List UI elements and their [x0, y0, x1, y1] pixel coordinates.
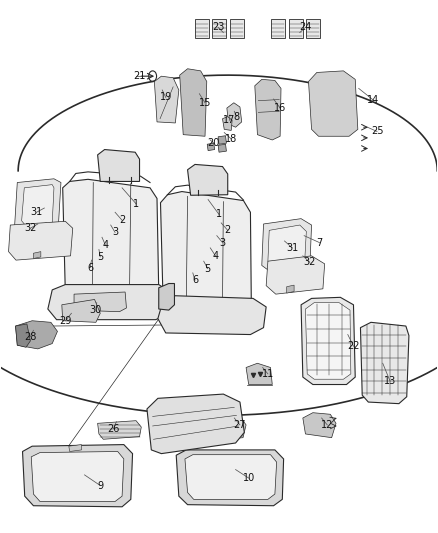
Text: 28: 28: [24, 332, 36, 342]
Polygon shape: [212, 19, 226, 38]
Text: 27: 27: [234, 420, 246, 430]
Text: 19: 19: [159, 92, 172, 102]
Polygon shape: [289, 19, 303, 38]
Text: 7: 7: [316, 238, 322, 247]
Polygon shape: [63, 179, 159, 298]
Polygon shape: [154, 76, 179, 123]
Ellipse shape: [230, 109, 238, 121]
Polygon shape: [262, 219, 311, 272]
Polygon shape: [14, 179, 61, 230]
Polygon shape: [185, 455, 277, 499]
Polygon shape: [305, 303, 351, 379]
Text: 9: 9: [97, 481, 103, 490]
Polygon shape: [33, 252, 41, 259]
Polygon shape: [15, 324, 30, 348]
Polygon shape: [303, 413, 336, 438]
Polygon shape: [22, 445, 133, 507]
Text: 8: 8: [233, 111, 240, 122]
Text: 5: 5: [97, 252, 103, 262]
Polygon shape: [31, 451, 124, 502]
Text: 6: 6: [192, 276, 198, 285]
Polygon shape: [218, 144, 226, 152]
Text: 18: 18: [225, 134, 237, 144]
Polygon shape: [21, 184, 54, 226]
Polygon shape: [306, 19, 320, 38]
Polygon shape: [268, 225, 306, 268]
Text: 20: 20: [208, 138, 220, 148]
Polygon shape: [195, 19, 209, 38]
Ellipse shape: [322, 88, 342, 117]
Text: 3: 3: [112, 228, 118, 238]
Polygon shape: [176, 450, 284, 506]
Text: 26: 26: [107, 424, 120, 434]
Polygon shape: [308, 71, 358, 136]
Text: 29: 29: [59, 316, 71, 326]
Polygon shape: [230, 19, 244, 38]
Polygon shape: [15, 321, 57, 349]
Polygon shape: [62, 300, 100, 322]
Text: 13: 13: [384, 376, 396, 386]
Text: 15: 15: [199, 98, 211, 108]
Text: 5: 5: [205, 264, 211, 273]
Text: 3: 3: [219, 238, 226, 247]
Polygon shape: [187, 165, 228, 195]
Text: 23: 23: [212, 22, 224, 33]
Polygon shape: [41, 223, 46, 229]
Text: 25: 25: [371, 126, 383, 136]
Ellipse shape: [325, 94, 338, 112]
Text: 22: 22: [347, 341, 360, 351]
Polygon shape: [255, 79, 281, 140]
Polygon shape: [69, 445, 81, 451]
Polygon shape: [287, 285, 294, 293]
Polygon shape: [98, 150, 140, 181]
Polygon shape: [301, 297, 355, 384]
Text: 6: 6: [87, 263, 93, 272]
Text: 4: 4: [102, 240, 109, 250]
Polygon shape: [360, 322, 409, 403]
Polygon shape: [202, 416, 246, 441]
Text: 2: 2: [119, 215, 125, 225]
Text: 10: 10: [243, 473, 255, 483]
Polygon shape: [180, 69, 207, 136]
Text: 1: 1: [133, 199, 139, 209]
Text: 14: 14: [367, 94, 379, 104]
Text: 21: 21: [133, 71, 146, 81]
Text: 2: 2: [225, 225, 231, 236]
Polygon shape: [207, 143, 215, 151]
Polygon shape: [98, 421, 141, 439]
Text: 32: 32: [304, 257, 316, 267]
Polygon shape: [272, 19, 286, 38]
Polygon shape: [160, 191, 251, 309]
Text: 4: 4: [212, 251, 219, 261]
Text: 24: 24: [299, 22, 311, 33]
Polygon shape: [283, 263, 289, 271]
Polygon shape: [227, 103, 242, 127]
Polygon shape: [48, 285, 172, 320]
Text: 31: 31: [30, 207, 42, 217]
Polygon shape: [159, 284, 174, 310]
Text: 32: 32: [24, 223, 36, 233]
Polygon shape: [218, 136, 226, 144]
Polygon shape: [74, 292, 127, 312]
Text: 16: 16: [274, 103, 286, 113]
Polygon shape: [266, 256, 325, 294]
Text: 1: 1: [216, 209, 222, 220]
Text: 11: 11: [262, 369, 274, 379]
Polygon shape: [223, 117, 232, 131]
Polygon shape: [158, 296, 266, 335]
Polygon shape: [246, 364, 272, 384]
Polygon shape: [9, 221, 73, 260]
Text: 31: 31: [286, 243, 298, 253]
Polygon shape: [147, 394, 244, 454]
Text: 30: 30: [90, 305, 102, 315]
Text: 17: 17: [223, 115, 236, 125]
Text: 12: 12: [321, 420, 333, 430]
